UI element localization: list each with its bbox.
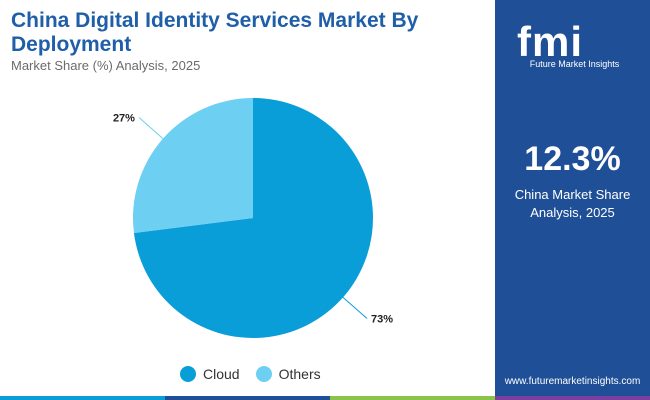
logo-text: fmi [517, 18, 583, 65]
logo-icon: fmi [517, 14, 629, 70]
website-link[interactable]: www.futuremarketinsights.com [504, 376, 641, 387]
footer-color-bar [0, 396, 650, 400]
legend-label-cloud: Cloud [203, 366, 240, 382]
footer-bar-segment [165, 396, 330, 400]
stat-label: China Market Share Analysis, 2025 [514, 187, 631, 220]
sidebar-panel: fmi Future Market Insights 12.3% China M… [495, 0, 650, 396]
pie-chart: 73% 27% [113, 98, 393, 338]
footer-bar-segment [495, 396, 650, 400]
leader-line-cloud [339, 294, 368, 319]
legend-item-others: Others [255, 366, 321, 382]
footer-bar-segment [0, 396, 165, 400]
legend: Cloud Others [180, 366, 321, 382]
stat-value: 12.3% [524, 140, 621, 178]
legend-label-others: Others [278, 366, 321, 382]
footer-bar-segment [330, 396, 495, 400]
pie-slice-cloud [133, 98, 374, 338]
chart-title: China Digital Identity Services Market B… [11, 9, 419, 56]
legend-item-cloud: Cloud [180, 366, 240, 382]
legend-swatch-cloud [180, 366, 196, 382]
leader-line-others [138, 117, 167, 142]
chart-subtitle: Market Share (%) Analysis, 2025 [11, 58, 201, 73]
pie-slice-others [133, 98, 253, 234]
data-label-others: 27% [113, 112, 135, 124]
data-label-cloud: 73% [371, 314, 393, 326]
legend-swatch-others [255, 366, 272, 382]
logo-tagline: Future Market Insights [529, 59, 620, 69]
